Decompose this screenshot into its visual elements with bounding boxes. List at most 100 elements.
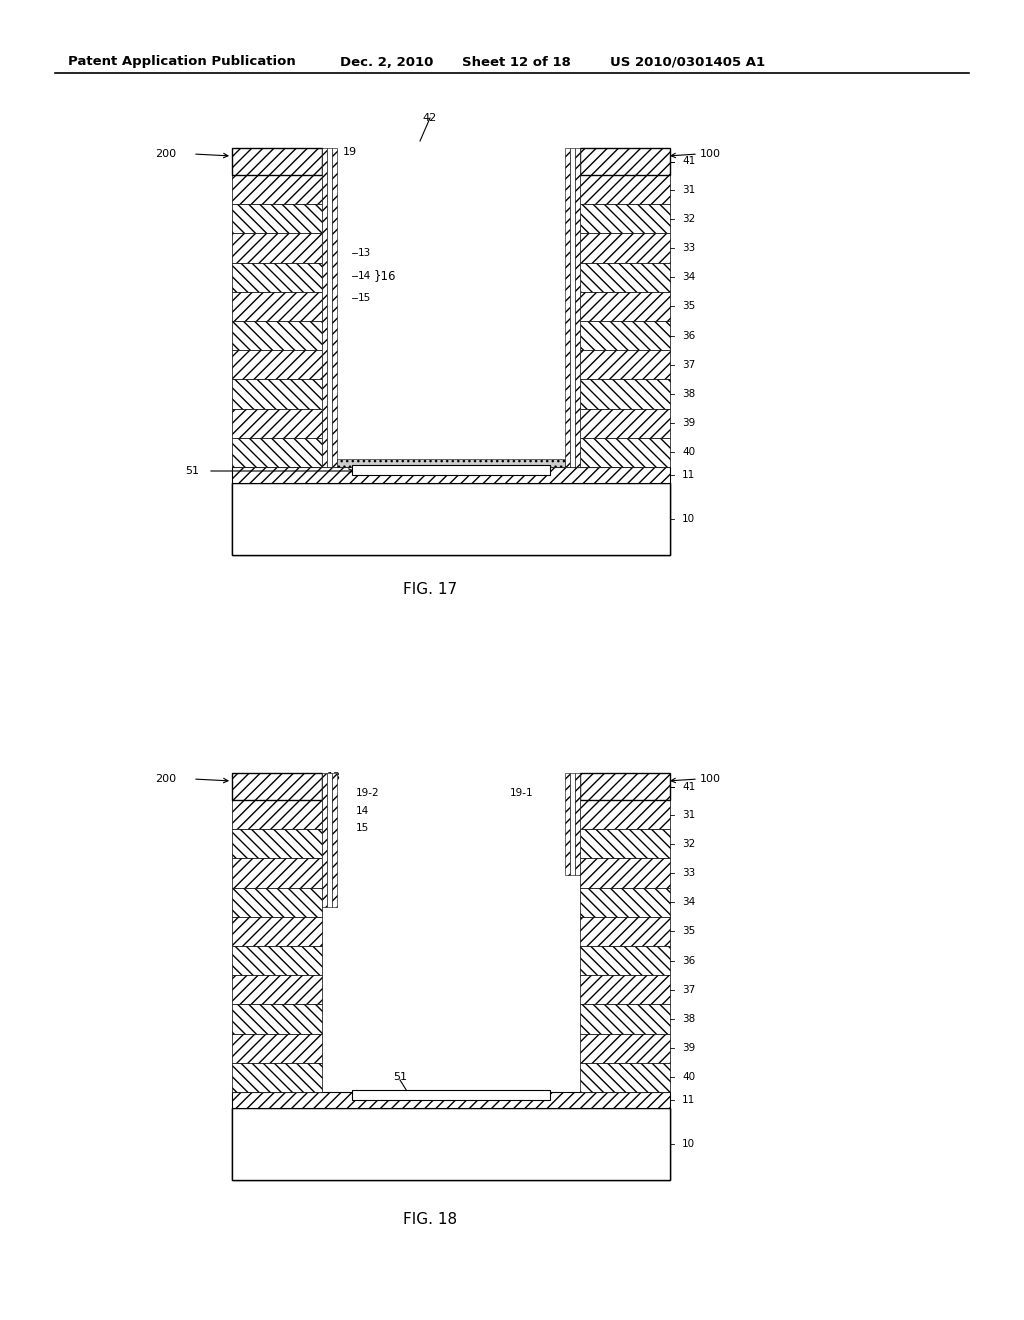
Bar bbox=[580, 321, 670, 350]
Bar bbox=[232, 1107, 670, 1180]
Bar bbox=[580, 975, 670, 1005]
Bar bbox=[232, 975, 322, 1005]
Text: 15: 15 bbox=[356, 822, 370, 833]
Bar bbox=[580, 148, 670, 176]
Bar bbox=[580, 234, 670, 263]
Text: 41: 41 bbox=[682, 157, 695, 166]
Text: 10: 10 bbox=[682, 1139, 695, 1148]
Bar bbox=[575, 774, 580, 875]
Bar bbox=[232, 800, 322, 829]
Text: 31: 31 bbox=[682, 185, 695, 194]
Text: 200: 200 bbox=[155, 149, 176, 158]
Bar bbox=[337, 459, 565, 467]
Text: 33: 33 bbox=[682, 243, 695, 253]
Text: 200: 200 bbox=[155, 774, 176, 784]
Bar bbox=[580, 800, 670, 829]
Bar bbox=[575, 148, 580, 467]
Bar bbox=[352, 1090, 550, 1100]
Text: 39: 39 bbox=[682, 1043, 695, 1053]
Text: 35: 35 bbox=[682, 927, 695, 936]
Bar bbox=[580, 350, 670, 379]
Bar bbox=[232, 917, 322, 946]
Text: 11: 11 bbox=[682, 1096, 695, 1105]
Bar bbox=[232, 438, 322, 467]
Bar bbox=[580, 263, 670, 292]
Bar bbox=[352, 465, 550, 475]
Bar bbox=[580, 1063, 670, 1092]
Text: 100: 100 bbox=[700, 774, 721, 784]
Bar bbox=[580, 438, 670, 467]
Bar bbox=[232, 263, 322, 292]
Bar bbox=[232, 321, 322, 350]
Bar bbox=[232, 1034, 322, 1063]
Bar bbox=[580, 292, 670, 321]
Text: 19: 19 bbox=[343, 147, 357, 157]
Text: 40: 40 bbox=[682, 447, 695, 458]
Text: FIG. 18: FIG. 18 bbox=[402, 1213, 457, 1228]
Text: 100: 100 bbox=[700, 149, 721, 158]
Bar bbox=[565, 774, 570, 875]
Bar bbox=[327, 774, 332, 907]
Text: 51: 51 bbox=[393, 1072, 407, 1082]
Bar bbox=[580, 176, 670, 205]
Text: 32: 32 bbox=[682, 838, 695, 849]
Bar bbox=[570, 148, 575, 467]
Bar bbox=[332, 148, 337, 467]
Text: 39: 39 bbox=[682, 418, 695, 428]
Text: 37: 37 bbox=[682, 985, 695, 995]
Bar bbox=[580, 379, 670, 409]
Bar bbox=[580, 917, 670, 946]
Bar bbox=[232, 483, 670, 554]
Text: }16: }16 bbox=[374, 269, 396, 282]
Bar bbox=[232, 946, 322, 975]
Text: 40: 40 bbox=[682, 1072, 695, 1082]
Text: 19-2: 19-2 bbox=[356, 788, 380, 799]
Bar bbox=[232, 350, 322, 379]
Text: 34: 34 bbox=[682, 272, 695, 282]
Bar bbox=[232, 1005, 322, 1034]
Text: 37: 37 bbox=[682, 360, 695, 370]
Text: 36: 36 bbox=[682, 956, 695, 966]
Text: 14: 14 bbox=[358, 271, 372, 281]
Bar bbox=[332, 774, 337, 907]
Text: US 2010/0301405 A1: US 2010/0301405 A1 bbox=[610, 55, 765, 69]
Bar bbox=[232, 205, 322, 234]
Bar bbox=[232, 887, 322, 917]
Bar bbox=[322, 148, 327, 467]
Bar bbox=[232, 234, 322, 263]
Bar bbox=[232, 829, 322, 858]
Bar bbox=[232, 1092, 670, 1107]
Text: 11: 11 bbox=[682, 470, 695, 480]
Bar bbox=[580, 1034, 670, 1063]
Text: Patent Application Publication: Patent Application Publication bbox=[68, 55, 296, 69]
Text: 13: 13 bbox=[358, 248, 372, 259]
Text: 38: 38 bbox=[682, 389, 695, 399]
Text: Sheet 12 of 18: Sheet 12 of 18 bbox=[462, 55, 570, 69]
Text: 33: 33 bbox=[682, 869, 695, 878]
Bar bbox=[232, 467, 670, 483]
Text: 31: 31 bbox=[682, 809, 695, 820]
Text: 10: 10 bbox=[682, 513, 695, 524]
Text: 35: 35 bbox=[682, 301, 695, 312]
Bar bbox=[232, 148, 322, 176]
Bar bbox=[570, 774, 575, 875]
Bar bbox=[232, 483, 670, 554]
Text: FIG. 17: FIG. 17 bbox=[402, 582, 457, 598]
Bar bbox=[580, 205, 670, 234]
Bar bbox=[580, 774, 670, 800]
Bar bbox=[232, 858, 322, 887]
Bar bbox=[580, 829, 670, 858]
Text: Dec. 2, 2010: Dec. 2, 2010 bbox=[340, 55, 433, 69]
Text: 41: 41 bbox=[682, 781, 695, 792]
Text: 51: 51 bbox=[185, 466, 199, 477]
Bar bbox=[232, 176, 322, 205]
Bar bbox=[327, 148, 332, 467]
Text: 14: 14 bbox=[356, 807, 370, 816]
Bar bbox=[232, 1063, 322, 1092]
Text: 32: 32 bbox=[682, 214, 695, 224]
Bar bbox=[232, 1107, 670, 1180]
Bar bbox=[232, 774, 322, 800]
Bar bbox=[232, 409, 322, 438]
Text: 38: 38 bbox=[682, 1014, 695, 1024]
Bar bbox=[232, 379, 322, 409]
